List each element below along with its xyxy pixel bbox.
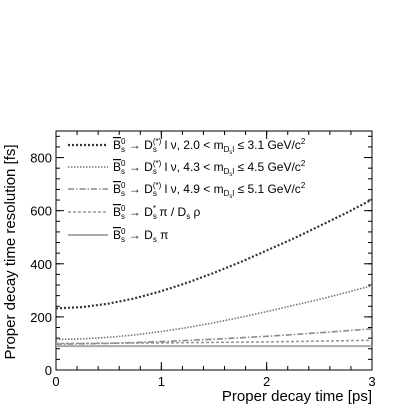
y-tick-label: 400 [30, 257, 52, 272]
series-line-2 [55, 284, 373, 341]
plot-area [55, 198, 373, 348]
series-line-4 [55, 339, 373, 345]
y-tick-label: 800 [30, 151, 52, 166]
y-tick-label: 600 [30, 204, 52, 219]
x-tick-label: 0 [52, 374, 59, 389]
legend-entry-5: Bs0 → Ds π [113, 227, 168, 244]
y-tick-label: 200 [30, 310, 52, 325]
legend: Bs0 → Ds(*) l ν, 2.0 < mDsl ≤ 3.1 GeV/c2… [68, 137, 306, 244]
legend-entry-2: Bs0 → Ds(*) l ν, 4.3 < mDsl ≤ 4.5 GeV/c2 [113, 159, 306, 178]
x-tick-label: 1 [158, 374, 165, 389]
series-line-1 [55, 198, 373, 310]
axes: 0 1 2 3 0 200 400 600 800 [30, 130, 376, 389]
x-tick-label: 2 [263, 374, 270, 389]
legend-entry-4: Bs0 → Ds* π / Ds ρ [113, 204, 201, 221]
plot-frame [55, 130, 373, 371]
series-line-3 [55, 328, 373, 345]
y-tick-label: 0 [45, 363, 52, 378]
x-tick-label: 3 [368, 374, 375, 389]
legend-entry-1: Bs0 → Ds(*) l ν, 2.0 < mDsl ≤ 3.1 GeV/c2 [113, 137, 306, 156]
y-axis-label: Proper decay time resolution [fs] [2, 144, 19, 359]
x-axis-label: Proper decay time [ps] [222, 388, 372, 405]
legend-entry-3: Bs0 → Ds(*) l ν, 4.9 < mDsl ≤ 5.1 GeV/c2 [113, 181, 306, 200]
